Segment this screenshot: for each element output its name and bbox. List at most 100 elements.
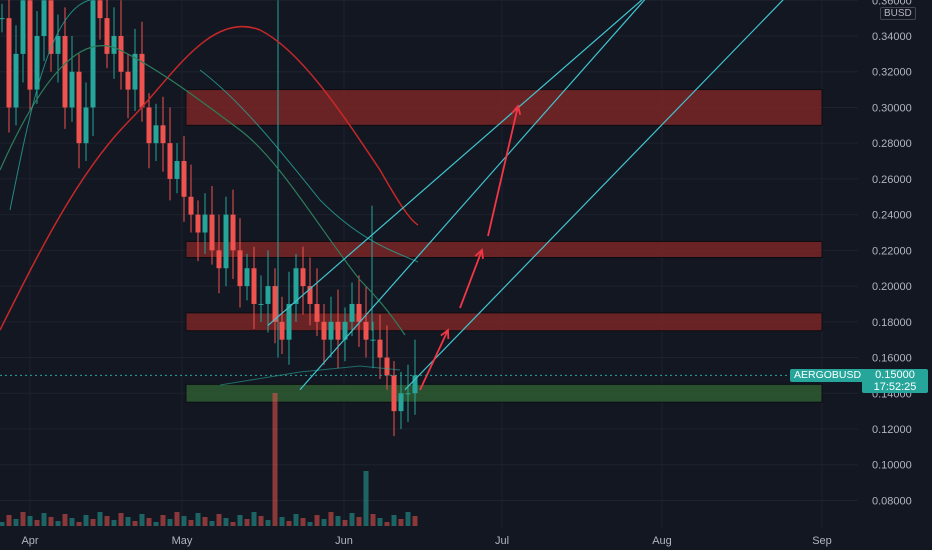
volume-bar — [391, 515, 397, 526]
candle-body — [167, 143, 173, 179]
candle-body — [104, 18, 110, 54]
volume-bar — [195, 513, 201, 526]
candle-body — [412, 375, 418, 394]
volume-bar — [405, 512, 411, 526]
candle-body — [188, 196, 194, 215]
candle-body — [195, 214, 201, 233]
volume-bar — [265, 520, 271, 526]
volume-bar — [321, 519, 327, 526]
candle-body — [377, 339, 383, 358]
candle-body — [139, 53, 145, 108]
y-tick-label: 0.18000 — [872, 317, 912, 329]
volume-bar — [342, 520, 348, 526]
y-tick-label: 0.10000 — [872, 460, 912, 472]
volume-bar — [104, 516, 110, 526]
bollinger-upper — [9, 0, 419, 263]
candle-body — [202, 214, 208, 233]
candle-body — [27, 0, 33, 90]
candle-body — [216, 250, 222, 269]
projection-arrows — [419, 104, 522, 391]
candles — [0, 0, 418, 437]
volume-bar — [97, 512, 103, 526]
volume-bar — [223, 518, 229, 526]
candle-body — [398, 393, 404, 412]
volume-bar — [272, 393, 278, 526]
projection-arrow — [487, 105, 519, 237]
volume-bar — [20, 512, 26, 526]
y-tick-label: 0.32000 — [872, 67, 912, 79]
candle-body — [146, 107, 152, 144]
volume-bar — [412, 516, 418, 526]
candle-body — [125, 71, 131, 90]
y-tick-label: 0.36000 — [872, 0, 912, 7]
grid — [0, 0, 858, 528]
volume-bar — [132, 521, 138, 526]
volume-bar — [293, 514, 299, 526]
y-tick-label: 0.12000 — [872, 424, 912, 436]
candle-body — [6, 18, 12, 108]
volume-bar — [111, 520, 117, 526]
candle-body — [384, 357, 390, 376]
candle-body — [83, 107, 89, 144]
volume-bar — [335, 516, 341, 526]
volume-bar — [370, 514, 376, 526]
candle-body — [335, 321, 341, 340]
candle-body — [69, 71, 75, 108]
volume-bar — [384, 522, 390, 526]
volume-bar — [34, 520, 40, 526]
candle-body — [153, 125, 159, 144]
y-tick-label: 0.16000 — [872, 353, 912, 365]
y-tick-label: 0.22000 — [872, 245, 912, 257]
volume-bar — [251, 512, 257, 526]
candle-body — [272, 286, 278, 322]
ma-fast-line — [0, 45, 406, 336]
candle-body — [20, 0, 26, 54]
candle-body — [363, 321, 369, 340]
candle-body — [223, 214, 229, 269]
candle-body — [265, 286, 271, 304]
projection-arrow — [459, 249, 483, 309]
candle-body — [293, 268, 299, 304]
candle-body — [13, 53, 19, 108]
symbol-tag: AERGOBUSD — [790, 369, 866, 382]
x-tick-label: Jul — [495, 535, 509, 547]
volume-bar — [13, 519, 19, 526]
volume-bar — [41, 513, 47, 526]
volume-bar — [76, 522, 82, 526]
candle-body — [356, 303, 362, 322]
candle-body — [118, 36, 124, 72]
y-tick-label: 0.28000 — [872, 138, 912, 150]
candle-body — [34, 36, 40, 90]
ma-slow-line — [0, 25, 419, 331]
candle-body — [237, 250, 243, 287]
quote-unit-label: BUSD — [880, 7, 916, 20]
resistance-zone — [185, 240, 823, 259]
candle-body — [244, 268, 250, 287]
candle-body — [391, 375, 397, 412]
x-tick-label: Sep — [812, 535, 832, 547]
x-tick-label: Jun — [335, 535, 353, 547]
candle-body — [349, 303, 355, 322]
arrow-head — [474, 248, 484, 260]
candle-body — [314, 303, 320, 322]
y-tick-label: 0.30000 — [872, 102, 912, 114]
volume-bar — [146, 518, 152, 526]
candle-body — [405, 393, 411, 395]
y-tick-label: 0.20000 — [872, 281, 912, 293]
candle-body — [286, 303, 292, 340]
volume-bar — [202, 517, 208, 526]
volume-bar — [167, 519, 173, 526]
candle-body — [0, 18, 5, 20]
candle-body — [111, 36, 117, 54]
candle-body — [181, 161, 187, 197]
x-tick-label: Apr — [21, 535, 38, 547]
candle-body — [258, 303, 264, 305]
candle-body — [76, 71, 82, 144]
volume-bar — [209, 521, 215, 526]
indicators — [0, 0, 419, 386]
volume-bar — [90, 519, 96, 526]
candle-body — [55, 36, 61, 54]
candle-body — [321, 321, 327, 340]
